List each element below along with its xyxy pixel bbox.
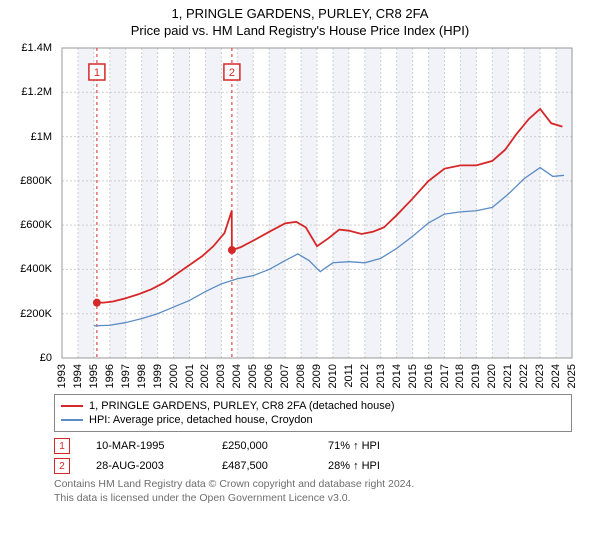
x-axis-label: 2000 bbox=[168, 364, 180, 388]
x-axis-label: 2008 bbox=[295, 364, 307, 388]
x-axis-label: 1994 bbox=[72, 364, 84, 388]
x-axis-label: 2020 bbox=[486, 364, 498, 388]
sale-row: 1 10-MAR-1995 £250,000 71% HPI bbox=[54, 436, 572, 456]
y-axis-label: £1M bbox=[8, 131, 52, 143]
x-axis-label: 1993 bbox=[56, 364, 68, 388]
y-axis-label: £400K bbox=[8, 263, 52, 275]
legend-swatch-2 bbox=[61, 419, 83, 421]
y-axis-label: £600K bbox=[8, 219, 52, 231]
title-line2: Price paid vs. HM Land Registry's House … bbox=[0, 23, 600, 38]
y-axis-label: £200K bbox=[8, 308, 52, 320]
chart: 1 2 £0 £200K £400K £600K £800K £1M £1.2M £1.4M 199… bbox=[8, 42, 592, 392]
x-axis-label: 2011 bbox=[343, 364, 355, 388]
x-axis-label: 2006 bbox=[263, 364, 275, 388]
sale-price: £487,500 bbox=[222, 460, 302, 472]
x-axis-label: 2023 bbox=[534, 364, 546, 388]
x-axis-label: 2007 bbox=[279, 364, 291, 388]
legend-label-1: 1, PRINGLE GARDENS, PURLEY, CR8 2FA (det… bbox=[89, 400, 395, 412]
sale-hpi: 71% HPI bbox=[328, 440, 380, 452]
x-axis-label: 1998 bbox=[136, 364, 148, 388]
x-axis-label: 2004 bbox=[231, 364, 243, 388]
footnote-line1: Contains HM Land Registry data © Crown c… bbox=[54, 478, 572, 492]
legend-row: HPI: Average price, detached house, Croy… bbox=[61, 413, 565, 427]
x-axis-label: 2017 bbox=[439, 364, 451, 388]
y-axis-label: £800K bbox=[8, 175, 52, 187]
x-axis-label: 2002 bbox=[199, 364, 211, 388]
y-axis-label: £0 bbox=[8, 352, 52, 364]
sale-row: 2 28-AUG-2003 £487,500 28% HPI bbox=[54, 456, 572, 476]
x-axis-label: 2005 bbox=[247, 364, 259, 388]
sale-marker-2: 2 bbox=[54, 458, 70, 474]
x-axis-label: 1999 bbox=[152, 364, 164, 388]
svg-text:2: 2 bbox=[229, 67, 235, 79]
legend-label-2: HPI: Average price, detached house, Croy… bbox=[89, 414, 313, 426]
sale-hpi: 28% HPI bbox=[328, 460, 380, 472]
sale-price: £250,000 bbox=[222, 440, 302, 452]
sale-marker-1: 1 bbox=[54, 438, 70, 454]
x-axis-label: 2009 bbox=[311, 364, 323, 388]
x-axis-label: 2019 bbox=[470, 364, 482, 388]
x-axis-label: 2015 bbox=[407, 364, 419, 388]
sales-table: 1 10-MAR-1995 £250,000 71% HPI 2 28-AUG-… bbox=[54, 436, 572, 476]
legend-swatch-1 bbox=[61, 405, 83, 407]
y-axis-label: £1.4M bbox=[8, 42, 52, 54]
footnote: Contains HM Land Registry data © Crown c… bbox=[54, 478, 572, 505]
x-axis-label: 2010 bbox=[327, 364, 339, 388]
x-axis-label: 2001 bbox=[184, 364, 196, 388]
x-axis-label: 2022 bbox=[518, 364, 530, 388]
x-axis-label: 2021 bbox=[502, 364, 514, 388]
x-axis-label: 2025 bbox=[566, 364, 578, 388]
x-axis-label: 2013 bbox=[375, 364, 387, 388]
x-axis-label: 2024 bbox=[550, 364, 562, 388]
sale-date: 10-MAR-1995 bbox=[96, 440, 196, 452]
x-axis-label: 2018 bbox=[454, 364, 466, 388]
x-axis-label: 2012 bbox=[359, 364, 371, 388]
footnote-line2: This data is licensed under the Open Gov… bbox=[54, 492, 572, 506]
x-axis-label: 2014 bbox=[391, 364, 403, 388]
x-axis-label: 1997 bbox=[120, 364, 132, 388]
sale-date: 28-AUG-2003 bbox=[96, 460, 196, 472]
x-axis-label: 1996 bbox=[104, 364, 116, 388]
x-axis-label: 1995 bbox=[88, 364, 100, 388]
legend: 1, PRINGLE GARDENS, PURLEY, CR8 2FA (det… bbox=[54, 394, 572, 432]
y-axis-label: £1.2M bbox=[8, 86, 52, 98]
title-block: 1, PRINGLE GARDENS, PURLEY, CR8 2FA Pric… bbox=[0, 0, 600, 38]
x-axis-label: 2016 bbox=[423, 364, 435, 388]
svg-text:1: 1 bbox=[94, 67, 100, 79]
title-line1: 1, PRINGLE GARDENS, PURLEY, CR8 2FA bbox=[0, 6, 600, 21]
legend-row: 1, PRINGLE GARDENS, PURLEY, CR8 2FA (det… bbox=[61, 399, 565, 413]
x-axis-label: 2003 bbox=[215, 364, 227, 388]
